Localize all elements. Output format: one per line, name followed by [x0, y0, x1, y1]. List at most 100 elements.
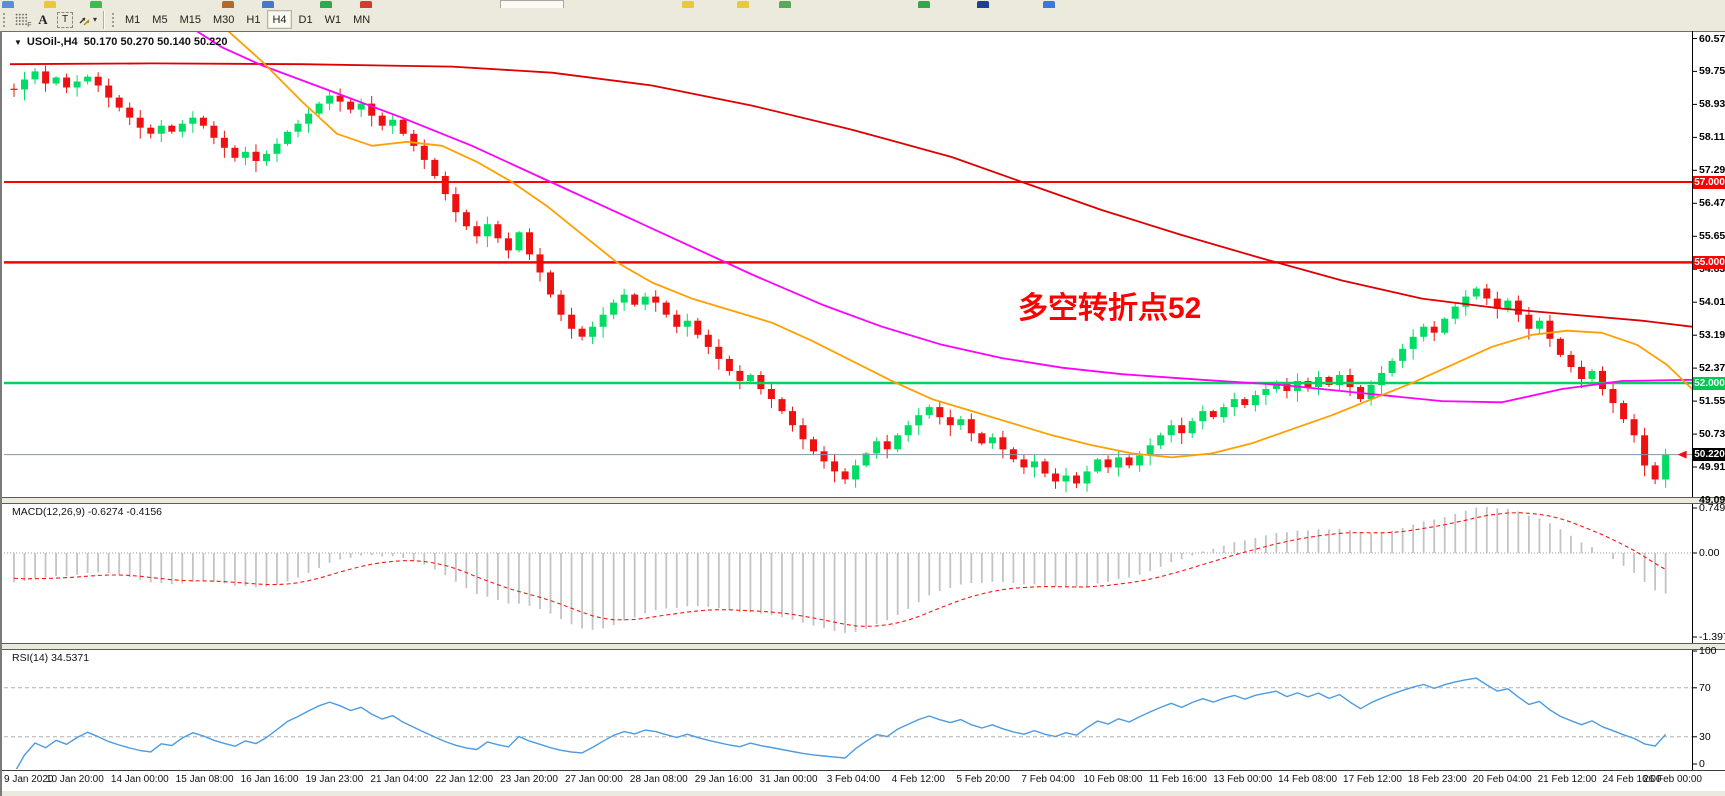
price-level-badge: 57.000	[1693, 175, 1725, 189]
timeframe-button-w1[interactable]: W1	[324, 13, 342, 26]
time-axis-label: 3 Feb 04:00	[826, 774, 881, 785]
cursor-mode-button[interactable]: ▾	[77, 10, 98, 30]
time-axis-label: 21 Jan 04:00	[370, 774, 429, 785]
price-axis-tick: 54.010	[1699, 296, 1725, 309]
toolbar-icon-fragment[interactable]	[682, 1, 694, 8]
grid-tool-button[interactable]: F	[11, 10, 32, 30]
toolbar-icon-fragment[interactable]	[977, 1, 989, 8]
time-axis-label: 16 Jan 16:00	[240, 774, 299, 785]
rsi-axis-tick: 70	[1699, 681, 1711, 694]
toolbar-drag-handle[interactable]	[2, 11, 6, 28]
toolbar-icon-fragment[interactable]	[90, 1, 102, 8]
rsi-axis-tick: 100	[1699, 645, 1717, 657]
toolbar-icon-fragment[interactable]	[222, 1, 234, 8]
price-axis-tick: 53.190	[1699, 329, 1725, 342]
price-axis-tick: 58.110	[1699, 131, 1725, 144]
chart-ohlc-values: 50.170 50.270 50.140 50.220	[83, 36, 228, 48]
price-axis-tick: 50.730	[1699, 428, 1725, 441]
timeframe-button-h1[interactable]: H1	[246, 13, 261, 26]
price-level-badge: 50.220	[1693, 448, 1725, 462]
text-box-icon: T	[57, 11, 73, 28]
time-axis-label: 11 Feb 16:00	[1148, 774, 1207, 785]
price-level-badge: 52.000	[1693, 376, 1725, 390]
toolbar-icon-fragment[interactable]	[918, 1, 930, 8]
chart-annotation-text: 多空转折点52	[1018, 292, 1202, 325]
macd-axis-tick: 0.7494	[1699, 502, 1725, 514]
timeframe-button-h4[interactable]: H4	[267, 10, 292, 29]
time-axis-label: 19 Jan 23:00	[305, 774, 364, 785]
time-axis-label: 13 Feb 00:00	[1213, 774, 1273, 785]
timeframe-button-d1[interactable]: D1	[298, 13, 313, 26]
timeframe-group: M1 M5 M15 M30 H1 H4 D1 W1 MN	[119, 10, 376, 29]
toolbar-icon-fragment[interactable]	[320, 1, 332, 8]
timeframe-drag-handle[interactable]	[111, 11, 116, 28]
macd-axis-tick: 0.00	[1699, 547, 1720, 559]
chart-canvas[interactable]	[2, 31, 1725, 796]
timeframe-button-m30[interactable]: M30	[212, 13, 235, 26]
rsi-axis-tick: 0	[1699, 758, 1705, 770]
price-axis-tick: 49.910	[1699, 461, 1725, 473]
timeframe-button-m15[interactable]: M15	[179, 13, 201, 26]
price-level-badge: 55.000	[1693, 255, 1725, 269]
macd-label: MACD(12,26,9) -0.6274 -0.4156	[12, 506, 162, 518]
chart-symbol-period: USOil-,H4	[26, 36, 78, 48]
time-axis-label: 20 Feb 04:00	[1472, 774, 1532, 785]
cycle-arrows-icon	[79, 17, 90, 25]
time-axis-label: 10 Feb 08:00	[1083, 774, 1143, 785]
font-tool-button[interactable]: A	[38, 11, 48, 27]
price-axis-tick: 60.570	[1699, 32, 1725, 45]
toolbar-icon-fragment[interactable]	[360, 1, 372, 8]
chart-toolbar: F A T ▾ M1 M5 M15 M30 H1 H4 D1 W1 MN	[0, 8, 1725, 32]
rsi-label: RSI(14) 34.5371	[12, 652, 90, 664]
toolbar-icon-fragment[interactable]	[2, 1, 14, 8]
toolbar-icon-fragment[interactable]	[44, 1, 56, 8]
price-axis[interactable]	[1692, 31, 1725, 770]
time-axis-label: 10 Jan 20:00	[45, 774, 104, 785]
toolbar-icon-fragment[interactable]	[737, 1, 749, 8]
panel-divider-rsi[interactable]	[2, 643, 1725, 650]
price-axis-tick: 58.930	[1699, 98, 1725, 111]
symbol-dropdown-icon[interactable]: ▼	[14, 38, 22, 47]
bottom-filler	[2, 791, 1725, 796]
rsi-axis-tick: 30	[1699, 730, 1711, 743]
timeframe-button-m5[interactable]: M5	[152, 13, 168, 26]
time-axis-label: 9 Jan 2020	[4, 774, 54, 785]
time-axis-label: 18 Feb 23:00	[1407, 774, 1467, 785]
price-axis-tick: 49.090	[1699, 494, 1725, 506]
time-axis-label: 23 Jan 20:00	[500, 774, 558, 785]
price-axis-tick: 52.370	[1699, 362, 1725, 375]
time-axis-label: 31 Jan 00:00	[759, 774, 818, 785]
price-axis-tick: 59.750	[1699, 65, 1725, 78]
macd-axis-tick: -1.3973	[1699, 631, 1725, 643]
time-axis-label: 14 Jan 00:00	[110, 774, 169, 785]
time-axis-label: 24 Feb 16:00	[1602, 774, 1662, 785]
time-axis-label: 22 Jan 12:00	[435, 774, 494, 785]
time-axis-label: 29 Jan 16:00	[694, 774, 753, 785]
grid-icon: F	[14, 13, 32, 29]
time-axis-label: 15 Jan 08:00	[175, 774, 234, 785]
time-axis-label: 27 Jan 00:00	[564, 774, 623, 785]
text-tool-button[interactable]: T	[55, 10, 75, 30]
time-axis-label: 4 Feb 12:00	[891, 774, 945, 785]
toolbar-icon-fragment[interactable]	[262, 1, 274, 8]
chevron-down-icon: ▾	[93, 15, 98, 24]
price-axis-tick: 57.290	[1699, 164, 1725, 177]
price-axis-tick: 51.550	[1699, 395, 1725, 408]
price-axis-tick: 56.470	[1699, 197, 1725, 210]
timeframe-button-mn[interactable]: MN	[353, 13, 371, 26]
time-axis-label: 17 Feb 12:00	[1343, 774, 1402, 785]
toolbar-icon-fragment[interactable]	[779, 1, 791, 8]
timeframe-button-m1[interactable]: M1	[125, 13, 141, 26]
panel-divider-macd[interactable]	[2, 497, 1725, 504]
chart-title: ▼ USOil-,H4 50.170 50.270 50.140 50.220	[14, 36, 228, 48]
toolbar-icon-fragment[interactable]	[1043, 1, 1055, 8]
toolbar-inset-box[interactable]	[500, 0, 564, 8]
time-axis-label: 7 Feb 04:00	[1021, 774, 1075, 785]
time-axis-label: 28 Jan 08:00	[629, 774, 688, 785]
toolbar-separator	[103, 10, 106, 29]
chart-window: ▼ USOil-,H4 50.170 50.270 50.140 50.220 多…	[0, 31, 1725, 796]
price-axis-tick: 55.650	[1699, 230, 1725, 243]
time-axis-label: 26 Feb 00:00	[1643, 774, 1702, 785]
time-axis-label: 14 Feb 08:00	[1278, 774, 1338, 785]
